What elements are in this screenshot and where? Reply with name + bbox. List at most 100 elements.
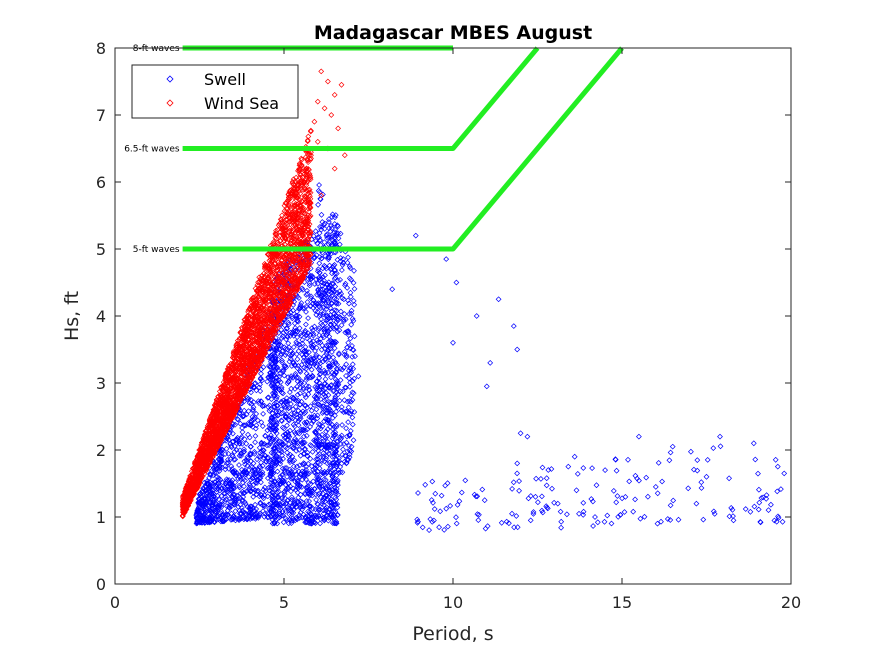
- swell-point: [216, 501, 223, 508]
- swell-point: [271, 457, 277, 464]
- swell-point: [293, 398, 300, 404]
- swell-point: [264, 442, 270, 449]
- swell-point: [290, 506, 297, 513]
- swell-point: [292, 397, 299, 404]
- swell-point: [294, 498, 300, 505]
- swell-point: [313, 344, 320, 351]
- swell-point: [249, 464, 256, 470]
- swell-point: [341, 348, 348, 355]
- swell-point: [316, 234, 322, 241]
- swell-point: [288, 517, 295, 524]
- swell-point: [327, 342, 334, 349]
- swell-point: [258, 398, 264, 405]
- swell-point: [298, 484, 305, 490]
- swell-point: [330, 459, 337, 466]
- swell-point: [232, 479, 239, 486]
- swell-point: [320, 510, 327, 517]
- swell-point: [214, 513, 221, 520]
- swell-point: [296, 515, 303, 521]
- swell-point: [222, 451, 229, 457]
- swell-point: [317, 237, 323, 243]
- swell-point: [279, 357, 285, 364]
- swell-point: [223, 478, 230, 485]
- swell-point: [299, 503, 306, 510]
- swell-point: [252, 501, 258, 508]
- swell-point: [228, 488, 235, 494]
- swell-point: [308, 511, 314, 518]
- swell-point: [274, 443, 280, 449]
- swell-point: [312, 308, 319, 314]
- swell-point: [285, 319, 292, 326]
- swell-point: [331, 513, 338, 519]
- swell-point: [277, 473, 284, 480]
- swell-point: [257, 510, 263, 517]
- swell-point: [224, 488, 230, 495]
- swell-point: [279, 499, 286, 506]
- swell-point: [234, 492, 240, 499]
- swell-point: [294, 312, 300, 319]
- swell-point: [279, 471, 286, 478]
- swell-point: [323, 404, 330, 411]
- swell-point: [308, 443, 315, 449]
- swell-point: [316, 441, 322, 448]
- swell-point: [296, 430, 303, 437]
- swell-point: [315, 392, 322, 398]
- swell-point: [307, 274, 314, 281]
- swell-point: [314, 456, 321, 463]
- swell-point: [292, 435, 298, 442]
- swell-point: [317, 425, 324, 432]
- swell-point: [236, 474, 243, 480]
- swell-point: [236, 462, 242, 468]
- swell-point: [246, 505, 253, 511]
- swell-point: [337, 277, 343, 283]
- swell-point: [296, 325, 303, 331]
- swell-point: [333, 496, 340, 503]
- swell-point: [304, 452, 311, 459]
- swell-point: [283, 395, 290, 401]
- swell-point: [328, 408, 334, 415]
- swell-point: [328, 421, 335, 428]
- swell-point: [330, 281, 337, 287]
- swell-point: [208, 495, 215, 502]
- swell-point: [314, 474, 320, 480]
- swell-point: [320, 438, 327, 444]
- swell-point: [309, 372, 316, 379]
- swell-point: [278, 386, 285, 393]
- swell-point: [252, 471, 258, 477]
- swell-point: [313, 378, 320, 385]
- swell-point: [301, 461, 308, 467]
- swell-point: [287, 389, 293, 395]
- swell-point: [283, 486, 290, 493]
- swell-point: [332, 501, 339, 508]
- swell-point: [251, 416, 258, 422]
- swell-point: [203, 487, 210, 494]
- swell-point: [304, 299, 311, 305]
- swell-point: [274, 493, 281, 500]
- swell-point: [341, 397, 348, 404]
- swell-point: [346, 383, 353, 390]
- swell-point: [319, 389, 325, 396]
- swell-point: [339, 388, 346, 395]
- swell-point: [320, 326, 327, 333]
- swell-point: [258, 370, 264, 377]
- swell-point: [250, 384, 257, 391]
- swell-point: [330, 388, 337, 395]
- swell-point: [200, 503, 206, 510]
- swell-point: [289, 511, 295, 518]
- swell-point: [318, 346, 325, 353]
- swell-point: [213, 463, 219, 469]
- swell-point: [301, 450, 308, 457]
- swell-point: [286, 453, 292, 460]
- swell-point: [320, 274, 326, 280]
- swell-point: [236, 482, 242, 489]
- swell-point: [208, 515, 215, 522]
- swell-point: [319, 469, 325, 476]
- swell-point: [314, 384, 321, 390]
- swell-point: [334, 459, 341, 465]
- swell-point: [251, 384, 258, 391]
- swell-point: [350, 317, 357, 324]
- swell-point: [306, 490, 313, 497]
- swell-point: [323, 342, 330, 349]
- swell-point: [239, 413, 246, 420]
- swell-point: [329, 453, 336, 460]
